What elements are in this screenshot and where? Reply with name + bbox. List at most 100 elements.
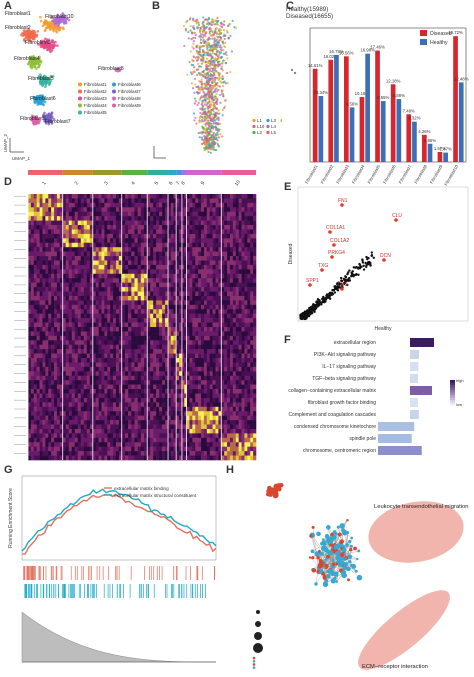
heatmap-cell: [147, 252, 150, 257]
heatmap-cell: [69, 198, 72, 203]
heatmap-cell: [221, 252, 224, 257]
heatmap-cell: [122, 318, 125, 323]
umap-point: [207, 49, 209, 51]
heatmap-cell: [224, 274, 227, 279]
heatmap-cell: [34, 314, 37, 319]
heatmap-cell: [28, 327, 31, 332]
heatmap-cell: [51, 314, 54, 319]
heatmap-cell: [221, 331, 224, 336]
heatmap-cell: [159, 225, 162, 230]
heatmap-cell: [107, 287, 110, 292]
umap-point: [208, 105, 210, 107]
heatmap-cell: [66, 203, 69, 208]
heatmap-cell: [153, 300, 156, 305]
heatmap-cell: [213, 225, 216, 230]
heatmap-cell: [224, 261, 227, 266]
umap-point: [196, 74, 198, 76]
heatmap-cell: [233, 300, 236, 305]
heatmap-cell: [104, 300, 107, 305]
heatmap-cell: [250, 349, 253, 354]
heatmap-cell: [242, 292, 245, 297]
heatmap-cell: [84, 309, 87, 314]
heatmap-cell: [253, 221, 256, 226]
heatmap-cell: [78, 323, 81, 328]
heatmap-cell: [247, 252, 250, 257]
heatmap-cell: [162, 274, 165, 279]
heatmap-cell: [189, 252, 192, 257]
heatmap-cell: [96, 349, 99, 354]
heatmap-cell: [210, 256, 213, 261]
heatmap-cell: [227, 323, 230, 328]
heatmap-cell: [147, 203, 150, 208]
heatmap-cell: [45, 216, 48, 221]
heatmap-cell: [141, 225, 144, 230]
heatmap-cell: [116, 287, 119, 292]
heatmap-cell: [168, 198, 171, 203]
umap-point: [211, 130, 213, 132]
heatmap-cell: [213, 216, 216, 221]
heatmap-cell: [101, 221, 104, 226]
heatmap-cell: [236, 212, 239, 217]
heatmap-cell: [147, 354, 150, 359]
heatmap-cell: [242, 331, 245, 336]
umap-point: [202, 54, 204, 56]
heatmap-cell: [215, 287, 218, 292]
umap-point: [192, 37, 194, 39]
umap-point: [193, 112, 195, 114]
heatmap-cell: [233, 198, 236, 203]
umap-point: [218, 109, 220, 111]
heatmap-cell: [192, 229, 195, 234]
heatmap-cell: [128, 221, 131, 226]
heatmap-cell: [198, 314, 201, 319]
heatmap-cell: [131, 327, 134, 332]
heatmap-cell: [171, 194, 174, 199]
heatmap-cell: [247, 247, 250, 252]
heatmap-cell: [242, 234, 245, 239]
heatmap-cell: [54, 349, 57, 354]
heatmap-cell: [201, 327, 204, 332]
heatmap-cell: [230, 287, 233, 292]
heatmap-cell: [96, 221, 99, 226]
heatmap-cell: [189, 349, 192, 354]
heatmap-cell: [162, 194, 165, 199]
heatmap-cell: [210, 314, 213, 319]
umap-point: [217, 113, 219, 115]
heatmap-cell: [84, 292, 87, 297]
heatmap-cell: [45, 305, 48, 310]
heatmap-cell: [57, 229, 60, 234]
heatmap-cell: [63, 309, 66, 314]
heatmap-cell: [125, 274, 128, 279]
heatmap-cell: [81, 331, 84, 336]
heatmap-cell: [213, 229, 216, 234]
umap-point: [219, 25, 221, 27]
heatmap-cell: [250, 340, 253, 345]
heatmap-cell: [96, 309, 99, 314]
heatmap-cell: [78, 234, 81, 239]
heatmap-cell: [110, 331, 113, 336]
bar-value-label: 12.48%: [454, 76, 469, 81]
heatmap-cell: [198, 212, 201, 217]
heatmap-cell: [101, 265, 104, 270]
heatmap-cell: [192, 331, 195, 336]
heatmap-cell: [66, 252, 69, 257]
heatmap-cell: [54, 234, 57, 239]
heatmap-cell: [224, 349, 227, 354]
heatmap-cell: [66, 247, 69, 252]
heatmap-cell: [221, 327, 224, 332]
heatmap-cell: [31, 349, 34, 354]
umap-point: [210, 74, 212, 76]
heatmap-cell: [189, 318, 192, 323]
bar: [313, 69, 318, 162]
umap-point: [208, 137, 210, 139]
heatmap-cell: [201, 247, 204, 252]
umap-point: [225, 99, 227, 101]
heatmap-cell: [213, 327, 216, 332]
heatmap-cell: [153, 305, 156, 310]
heatmap-cell: [138, 349, 141, 354]
heatmap-cell: [51, 349, 54, 354]
heatmap-cell: [247, 207, 250, 212]
umap-point: [213, 23, 215, 25]
umap-point: [219, 52, 221, 54]
umap-point: [205, 131, 207, 133]
heatmap-cell: [28, 309, 31, 314]
